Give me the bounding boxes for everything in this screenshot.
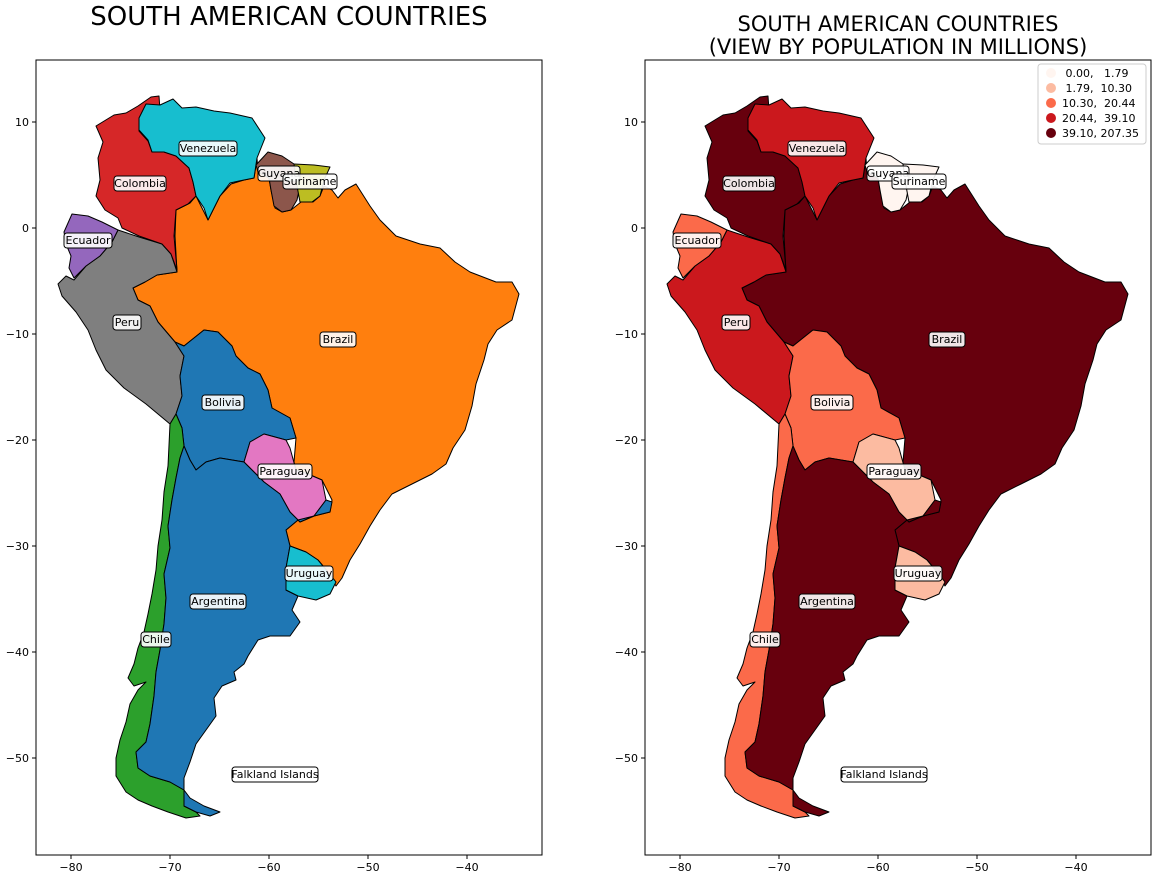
svg-text:Chile: Chile	[142, 633, 170, 646]
label-falkland-islands: Falkland Islands	[840, 766, 928, 783]
label-argentina: Argentina	[798, 593, 856, 610]
left-ytick-7: −50	[6, 752, 29, 765]
population-legend: 0.00, 1.79 1.79, 10.30 10.30, 20.44 20.4…	[1037, 63, 1147, 145]
legend-swatch-2	[1046, 83, 1056, 93]
svg-text:Uruguay: Uruguay	[286, 567, 333, 580]
label-peru: Peru	[112, 314, 142, 331]
label-suriname: Suriname	[891, 173, 947, 190]
label-brazil: Brazil	[928, 331, 966, 348]
label-peru: Peru	[721, 314, 751, 331]
label-bolivia: Bolivia	[810, 394, 854, 411]
svg-text:Falkland Islands: Falkland Islands	[231, 768, 318, 781]
label-venezuela: Venezuela	[178, 140, 238, 157]
left-map-title: SOUTH AMERICAN COUNTRIES	[90, 2, 488, 32]
right-map-title-line2: (VIEW BY POPULATION IN MILLIONS)	[708, 35, 1088, 59]
svg-text:Ecuador: Ecuador	[675, 234, 720, 247]
svg-text:Bolivia: Bolivia	[814, 396, 851, 409]
legend-item-3: 10.30, 20.44	[1046, 97, 1135, 110]
svg-text:Bolivia: Bolivia	[205, 396, 242, 409]
legend-label-3: 10.30, 20.44	[1062, 97, 1135, 110]
right-ytick-1: 10	[624, 116, 638, 129]
left-map-panel: −80 −70 −60 −50 −40 10 0 −10 −20 −30 −40…	[6, 59, 543, 874]
label-uruguay: Uruguay	[893, 565, 943, 582]
legend-swatch-5	[1046, 128, 1056, 138]
right-xtick-5: −40	[1064, 861, 1087, 874]
label-bolivia: Bolivia	[201, 394, 245, 411]
svg-text:Colombia: Colombia	[114, 177, 166, 190]
legend-swatch-3	[1046, 98, 1056, 108]
svg-text:Peru: Peru	[115, 316, 140, 329]
left-ytick-3: −10	[6, 328, 29, 341]
right-xtick-2: −70	[767, 861, 790, 874]
label-suriname: Suriname	[282, 173, 338, 190]
label-falkland-islands: Falkland Islands	[231, 766, 319, 783]
right-xtick-4: −50	[965, 861, 988, 874]
right-xtick-3: −60	[866, 861, 889, 874]
svg-text:Colombia: Colombia	[723, 177, 775, 190]
label-paraguay: Paraguay	[257, 463, 313, 480]
legend-label-5: 39.10, 207.35	[1062, 127, 1139, 140]
legend-label-2: 1.79, 10.30	[1062, 82, 1132, 95]
label-colombia: Colombia	[722, 175, 776, 192]
right-ytick-5: −30	[615, 540, 638, 553]
svg-text:Brazil: Brazil	[932, 333, 963, 346]
left-ytick-2: 0	[22, 222, 29, 235]
svg-text:Ecuador: Ecuador	[66, 234, 111, 247]
label-ecuador: Ecuador	[63, 232, 113, 249]
svg-text:Venezuela: Venezuela	[180, 142, 237, 155]
label-venezuela: Venezuela	[787, 140, 847, 157]
legend-item-4: 20.44, 39.10	[1046, 112, 1135, 125]
svg-text:Chile: Chile	[751, 633, 779, 646]
right-ytick-7: −50	[615, 752, 638, 765]
left-ytick-4: −20	[6, 434, 29, 447]
svg-text:Brazil: Brazil	[323, 333, 354, 346]
svg-text:Peru: Peru	[724, 316, 749, 329]
left-xtick-2: −70	[158, 861, 181, 874]
svg-text:Argentina: Argentina	[800, 595, 854, 608]
svg-text:Paraguay: Paraguay	[868, 465, 920, 478]
left-xtick-5: −40	[455, 861, 478, 874]
right-map-title: SOUTH AMERICAN COUNTRIES (VIEW BY POPULA…	[645, 13, 1151, 59]
svg-text:Falkland Islands: Falkland Islands	[840, 768, 927, 781]
left-xtick-4: −50	[356, 861, 379, 874]
svg-text:Suriname: Suriname	[284, 175, 337, 188]
legend-swatch-1	[1046, 68, 1056, 78]
legend-item-5: 39.10, 207.35	[1046, 127, 1139, 140]
left-xtick-3: −60	[257, 861, 280, 874]
right-ytick-4: −20	[615, 434, 638, 447]
svg-text:Suriname: Suriname	[893, 175, 946, 188]
legend-label-4: 20.44, 39.10	[1062, 112, 1135, 125]
svg-text:Paraguay: Paraguay	[259, 465, 311, 478]
label-colombia: Colombia	[113, 175, 167, 192]
label-ecuador: Ecuador	[672, 232, 722, 249]
label-paraguay: Paraguay	[866, 463, 922, 480]
right-map-title-line1: SOUTH AMERICAN COUNTRIES	[737, 12, 1059, 36]
right-ytick-2: 0	[631, 222, 638, 235]
right-map-panel: −80 −70 −60 −50 −40 10 0 −10 −20 −30 −40…	[615, 59, 1152, 874]
legend-item-1: 0.00, 1.79	[1046, 67, 1128, 80]
legend-label-1: 0.00, 1.79	[1062, 67, 1128, 80]
left-ytick-6: −40	[6, 646, 29, 659]
left-ytick-5: −30	[6, 540, 29, 553]
legend-swatch-4	[1046, 113, 1056, 123]
right-ytick-3: −10	[615, 328, 638, 341]
label-brazil: Brazil	[319, 331, 357, 348]
svg-text:Uruguay: Uruguay	[895, 567, 942, 580]
label-chile: Chile	[140, 631, 172, 648]
left-xtick-1: −80	[59, 861, 82, 874]
right-xtick-1: −80	[668, 861, 691, 874]
label-argentina: Argentina	[189, 593, 247, 610]
svg-text:Argentina: Argentina	[191, 595, 245, 608]
left-ytick-1: 10	[15, 116, 29, 129]
svg-text:Venezuela: Venezuela	[789, 142, 846, 155]
label-uruguay: Uruguay	[284, 565, 334, 582]
right-ytick-6: −40	[615, 646, 638, 659]
legend-item-2: 1.79, 10.30	[1046, 82, 1132, 95]
label-chile: Chile	[749, 631, 781, 648]
